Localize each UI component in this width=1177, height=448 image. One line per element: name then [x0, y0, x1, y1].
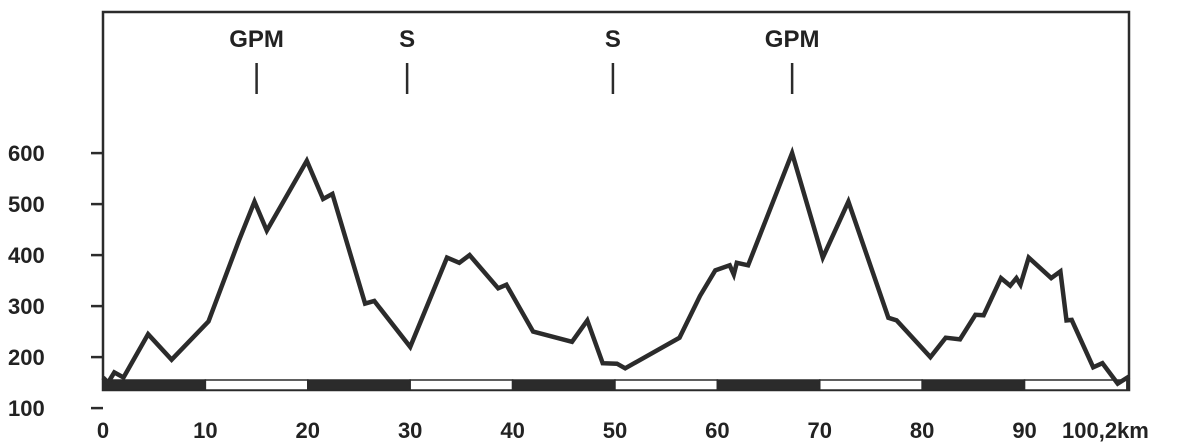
scale-segment [819, 379, 923, 391]
annotation-label: S [399, 26, 415, 53]
y-axis: 100 200 300 400 500 600 [8, 141, 103, 421]
y-tick-label: 200 [8, 345, 45, 370]
x-tick-label: 90 [1012, 418, 1036, 443]
annotations: GPM S S GPM [229, 26, 819, 94]
scale-segment [307, 379, 411, 391]
x-tick-label: 0 [97, 418, 109, 443]
scale-segment [204, 379, 309, 391]
y-tick-label: 300 [8, 294, 45, 319]
y-tick-label: 600 [8, 141, 45, 166]
x-tick-label: 40 [500, 418, 524, 443]
elevation-line [101, 146, 1131, 387]
scale-segment [1023, 379, 1128, 391]
x-tick-label: 20 [296, 418, 320, 443]
scale-segment [614, 379, 719, 391]
x-tick-label: 60 [705, 418, 729, 443]
distance-scale-bar [102, 379, 1130, 391]
y-tick-label: 400 [8, 243, 45, 268]
x-axis: 0 10 20 30 40 50 60 70 80 90 100,2km [97, 418, 1149, 443]
annotation-label: GPM [765, 26, 820, 53]
y-tick-label: 100 [8, 396, 45, 421]
scale-segment [409, 379, 514, 391]
y-tick-label: 500 [8, 192, 45, 217]
x-tick-label: 50 [603, 418, 627, 443]
scale-segment [511, 379, 616, 391]
scale-segment [102, 379, 207, 391]
elevation-series [101, 146, 1131, 387]
scale-segment [1126, 379, 1130, 391]
x-tick-label: 100,2km [1062, 418, 1149, 443]
x-tick-label: 70 [808, 418, 832, 443]
scale-segment [716, 379, 821, 391]
x-tick-label: 10 [193, 418, 217, 443]
annotation-label: GPM [229, 26, 284, 53]
scale-segment [921, 379, 1026, 391]
annotation-label: S [605, 26, 621, 53]
x-tick-label: 30 [398, 418, 422, 443]
x-tick-label: 80 [910, 418, 934, 443]
